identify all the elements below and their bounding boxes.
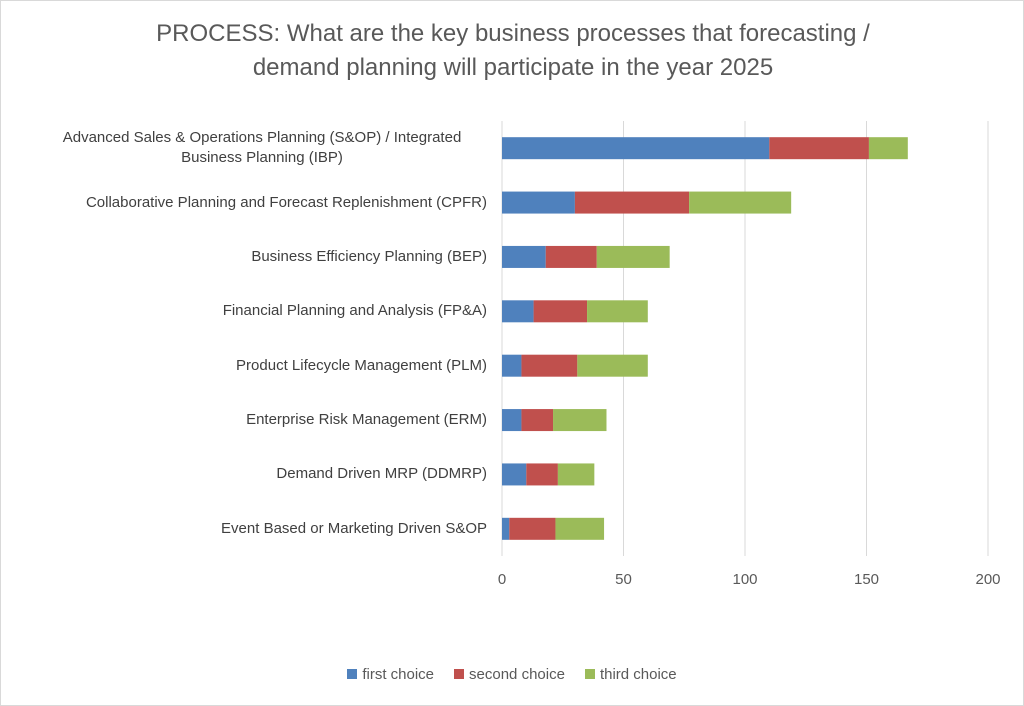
category-text: Demand Driven MRP (DDMRP) [276, 465, 487, 483]
bar-segment [526, 463, 558, 486]
category-text: Business Efficiency Planning (BEP) [251, 247, 487, 265]
category-text: Advanced Sales & Operations Planning (S&… [62, 129, 462, 167]
y-tick-label: Product Lifecycle Management (PLM) [37, 356, 487, 376]
bar-segment [596, 245, 670, 268]
x-tick-label: 150 [854, 571, 879, 588]
legend-label: second choice [469, 666, 565, 683]
y-tick-label: Enterprise Risk Management (ERM) [37, 410, 487, 430]
bar-segment [502, 409, 522, 432]
bar-segment [689, 191, 792, 214]
legend-item: third choice [584, 666, 677, 683]
x-tick-label: 200 [975, 571, 1000, 588]
y-tick-label: Business Efficiency Planning (BEP) [37, 247, 487, 267]
x-tick-label: 0 [498, 571, 506, 588]
legend-label: third choice [599, 666, 677, 683]
bar-segment [553, 409, 607, 432]
chart-title: PROCESS: What are the key business proce… [156, 20, 870, 81]
y-tick-label: Event Based or Marketing Driven S&OP [37, 519, 487, 539]
category-text: Event Based or Marketing Driven S&OP [221, 519, 487, 537]
bar-segment [533, 300, 588, 323]
bar-segment [521, 409, 554, 432]
legend-item: first choice [347, 666, 434, 683]
bar-segment [502, 517, 510, 540]
bar-segment [502, 191, 575, 214]
bar-segment [502, 463, 527, 486]
bar-segment [502, 354, 522, 377]
legend-swatch [454, 669, 465, 679]
legend-label: first choice [362, 666, 435, 683]
bar-segment [868, 137, 908, 160]
bar-segment [557, 463, 595, 486]
bar-segment [577, 354, 648, 377]
bar-segment [545, 245, 597, 268]
bar-segment [574, 191, 690, 214]
legend-item: second choice [454, 666, 565, 683]
y-tick-label: Collaborative Planning and Forecast Repl… [37, 193, 487, 213]
bar-segment [509, 517, 556, 540]
category-text: Financial Planning and Analysis (FP&A) [222, 302, 487, 320]
y-tick-label: Financial Planning and Analysis (FP&A) [37, 301, 487, 321]
bar-segment [502, 137, 770, 160]
bar-segment [502, 300, 534, 323]
category-text: Enterprise Risk Management (ERM) [246, 411, 487, 429]
bar-segment [769, 137, 869, 160]
x-tick-label: 50 [615, 571, 632, 588]
legend-swatch [347, 669, 358, 679]
legend: first choice second choice third choice [1, 666, 1023, 683]
category-text: Collaborative Planning and Forecast Repl… [85, 193, 487, 211]
legend-swatch [584, 669, 595, 679]
x-tick-label: 100 [732, 571, 757, 588]
bar-segment [587, 300, 648, 323]
y-tick-label: Advanced Sales & Operations Planning (S&… [37, 128, 487, 168]
bar-segment [555, 517, 605, 540]
category-text: Product Lifecycle Management (PLM) [236, 356, 487, 374]
bar-segment [502, 245, 546, 268]
bar-segment [521, 354, 578, 377]
y-tick-label: Demand Driven MRP (DDMRP) [37, 464, 487, 484]
